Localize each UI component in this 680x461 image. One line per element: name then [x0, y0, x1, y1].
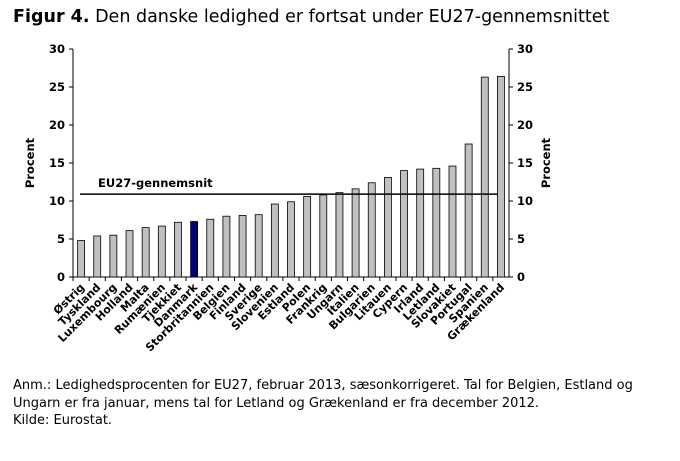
y-tick-label-left: 15: [49, 156, 65, 170]
source-text: Kilde: Eurostat.: [13, 413, 113, 428]
figure-title-text: Den danske ledighed er fortsat under EU2…: [95, 7, 610, 27]
bar: [400, 170, 408, 278]
bar: [416, 168, 425, 278]
bar: [383, 177, 392, 278]
y-tick-label-left: 10: [49, 194, 65, 208]
bar: [174, 221, 182, 278]
bar: [157, 225, 166, 278]
bar: [222, 215, 231, 278]
bar: [319, 194, 328, 278]
bar: [77, 240, 85, 278]
y-tick-label-right: 15: [517, 156, 533, 170]
y-tick-label-left: 0: [57, 270, 65, 284]
note-text: Anm.: Ledighedsprocenten for EU27, febru…: [13, 378, 633, 411]
y-tick-label-right: 5: [517, 232, 525, 246]
bar: [190, 221, 199, 278]
y-tick-label-left: 20: [49, 118, 65, 132]
bar: [335, 192, 344, 278]
bars-layer: [77, 75, 505, 278]
bar: [270, 203, 279, 278]
y-tick-label-right: 30: [517, 42, 533, 56]
y-tick-label-left: 30: [49, 42, 65, 56]
y-axis-label-left: Procent: [23, 137, 37, 188]
bar: [351, 188, 360, 278]
category-labels-layer: ØstrigTysklandLuxembourgHollandMaltaRumæ…: [51, 280, 507, 354]
bar-chart: EU27-gennemsnit Procent Procent 0 0 5 5 10 10…: [23, 42, 553, 354]
tick-labels-layer: 0 0 5 5 10 10 15 15 20 20 25 25 30 30: [49, 42, 533, 284]
bar: [432, 167, 441, 278]
figure-number: Figur 4.: [13, 7, 90, 27]
y-tick-label-left: 25: [49, 80, 65, 94]
y-tick-label-right: 20: [517, 118, 533, 132]
bar: [303, 196, 312, 278]
bar: [287, 201, 295, 278]
bar: [367, 182, 376, 278]
eu27-average-label: EU27-gennemsnit: [98, 176, 213, 190]
bar: [93, 235, 102, 278]
bar: [464, 143, 473, 278]
y-tick-label-left: 5: [57, 232, 65, 246]
bar: [141, 227, 150, 278]
bar: [109, 234, 118, 278]
y-axis-label-right: Procent: [539, 137, 553, 188]
bar: [448, 165, 457, 278]
figure-title: Figur 4. Den danske ledighed er fortsat …: [13, 7, 609, 27]
y-tick-label-right: 10: [517, 194, 533, 208]
bar: [125, 230, 134, 278]
y-tick-label-right: 0: [517, 270, 525, 284]
bar: [238, 215, 247, 278]
y-tick-label-right: 25: [517, 80, 533, 94]
bar: [254, 214, 263, 278]
bar: [206, 218, 215, 278]
figure-note: Anm.: Ledighedsprocenten for EU27, febru…: [13, 377, 663, 430]
bar: [480, 76, 489, 278]
bar: [497, 75, 505, 278]
